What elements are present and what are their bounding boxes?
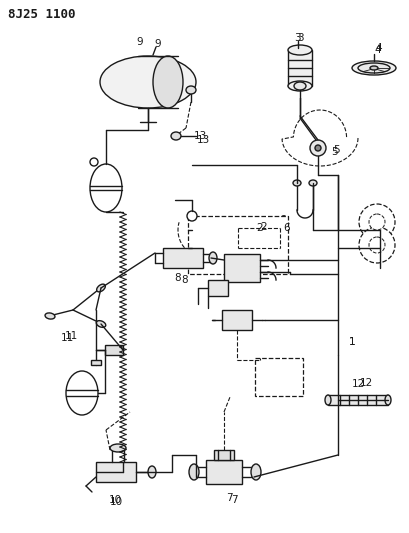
- Ellipse shape: [385, 395, 391, 405]
- Ellipse shape: [352, 61, 396, 75]
- Ellipse shape: [359, 227, 395, 263]
- Text: 3: 3: [294, 33, 300, 43]
- Bar: [214, 450, 234, 460]
- Ellipse shape: [288, 45, 312, 55]
- Bar: [105, 345, 123, 355]
- Text: 12: 12: [360, 378, 373, 388]
- Ellipse shape: [96, 321, 106, 327]
- Text: 9: 9: [155, 39, 161, 49]
- Ellipse shape: [288, 81, 312, 91]
- Ellipse shape: [358, 63, 390, 73]
- Text: 13: 13: [193, 131, 207, 141]
- Ellipse shape: [171, 132, 181, 140]
- Text: 1: 1: [349, 337, 355, 347]
- Text: 13: 13: [196, 135, 210, 145]
- Ellipse shape: [309, 180, 317, 186]
- Text: 2: 2: [261, 222, 267, 232]
- Text: 4: 4: [376, 43, 382, 53]
- Text: 7: 7: [226, 493, 232, 503]
- Ellipse shape: [370, 66, 378, 70]
- Ellipse shape: [66, 371, 98, 415]
- Ellipse shape: [187, 211, 197, 221]
- Text: 9: 9: [137, 37, 143, 47]
- Ellipse shape: [315, 145, 321, 151]
- Ellipse shape: [153, 56, 183, 108]
- Ellipse shape: [45, 313, 55, 319]
- Ellipse shape: [293, 180, 301, 186]
- Ellipse shape: [310, 140, 326, 156]
- Text: 6: 6: [280, 215, 286, 225]
- Text: 10: 10: [108, 495, 121, 505]
- Ellipse shape: [369, 237, 385, 253]
- Text: 8: 8: [182, 275, 188, 285]
- Ellipse shape: [189, 464, 199, 480]
- Ellipse shape: [90, 158, 98, 166]
- Bar: [96, 462, 136, 482]
- Text: 7: 7: [231, 495, 237, 505]
- Bar: [288, 50, 312, 86]
- Bar: [328, 395, 388, 405]
- Bar: [163, 248, 203, 268]
- Text: 10: 10: [110, 497, 123, 507]
- Bar: [91, 360, 101, 365]
- Text: 11: 11: [64, 331, 78, 341]
- Text: 4: 4: [375, 45, 381, 55]
- Text: 11: 11: [61, 333, 74, 343]
- Text: 1: 1: [349, 337, 355, 347]
- Ellipse shape: [209, 252, 217, 264]
- Ellipse shape: [325, 395, 331, 405]
- Ellipse shape: [369, 214, 385, 230]
- Bar: [255, 358, 303, 396]
- Text: 6: 6: [284, 223, 290, 233]
- Bar: [188, 216, 288, 274]
- Text: 3: 3: [297, 33, 303, 43]
- Bar: [222, 310, 252, 330]
- Ellipse shape: [100, 56, 196, 108]
- Text: 12: 12: [351, 379, 365, 389]
- Ellipse shape: [110, 444, 126, 452]
- Text: 8: 8: [175, 273, 181, 283]
- Ellipse shape: [359, 204, 395, 240]
- Text: 5: 5: [331, 147, 337, 157]
- Ellipse shape: [186, 86, 196, 94]
- Text: 5: 5: [333, 145, 339, 155]
- Bar: [224, 254, 260, 282]
- Ellipse shape: [97, 284, 106, 292]
- Bar: [208, 280, 228, 296]
- Ellipse shape: [294, 82, 306, 90]
- Text: 2: 2: [257, 223, 263, 233]
- Bar: [206, 460, 242, 484]
- Ellipse shape: [148, 466, 156, 478]
- Text: 8J25 1100: 8J25 1100: [8, 9, 76, 21]
- Ellipse shape: [251, 464, 261, 480]
- Ellipse shape: [90, 164, 122, 212]
